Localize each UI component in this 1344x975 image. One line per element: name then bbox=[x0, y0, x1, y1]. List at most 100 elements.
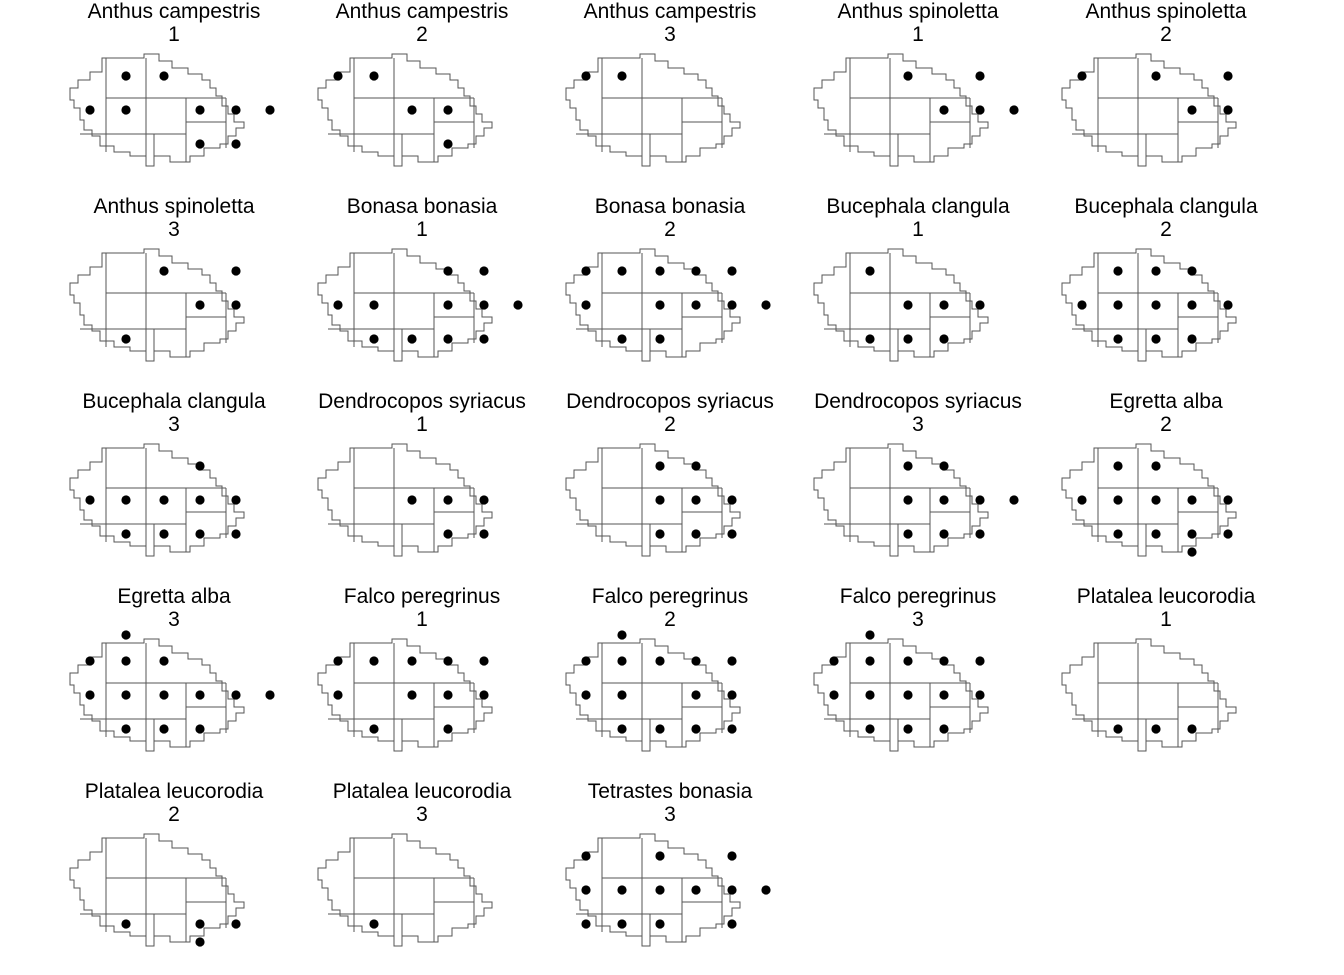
period-label: 2 bbox=[1160, 218, 1172, 241]
occurrence-dot bbox=[691, 690, 701, 700]
occurrence-dot bbox=[1151, 334, 1161, 344]
panel-title: Falco peregrinus 1 bbox=[298, 585, 546, 631]
occurrence-dot bbox=[231, 919, 241, 929]
country-outline bbox=[1061, 638, 1237, 752]
occurrence-dot bbox=[581, 266, 591, 276]
occurrence-dot bbox=[265, 690, 275, 700]
occurrence-dot bbox=[121, 105, 131, 115]
occurrence-dot bbox=[85, 656, 95, 666]
occurrence-dot bbox=[1009, 105, 1019, 115]
period-label: 3 bbox=[168, 413, 180, 436]
panel-title: Anthus spinoletta 2 bbox=[1042, 0, 1290, 46]
occurrence-dot bbox=[159, 495, 169, 505]
period-label: 1 bbox=[416, 218, 428, 241]
occurrence-dot bbox=[231, 495, 241, 505]
occurrence-dot bbox=[581, 300, 591, 310]
country-outline bbox=[317, 443, 493, 557]
country-outline bbox=[565, 638, 741, 752]
occurrence-dot bbox=[513, 300, 523, 310]
species-label: Anthus spinoletta bbox=[837, 0, 999, 23]
occurrence-dot bbox=[1223, 71, 1233, 81]
occurrence-dot bbox=[195, 300, 205, 310]
occurrence-dot bbox=[903, 334, 913, 344]
occurrence-dot bbox=[1151, 266, 1161, 276]
period-label: 3 bbox=[664, 803, 676, 826]
occurrence-dot bbox=[865, 656, 875, 666]
map-panel: Falco peregrinus 3 bbox=[794, 585, 1042, 780]
occurrence-dot bbox=[479, 495, 489, 505]
occurrence-dot bbox=[865, 724, 875, 734]
occurrence-dot bbox=[1113, 529, 1123, 539]
occurrence-dot bbox=[761, 300, 771, 310]
occurrence-dot bbox=[195, 139, 205, 149]
occurrence-dot bbox=[975, 300, 985, 310]
occurrence-dot bbox=[121, 71, 131, 81]
occurrence-dot bbox=[1187, 105, 1197, 115]
occurrence-dot bbox=[1151, 724, 1161, 734]
occurrence-dot bbox=[617, 334, 627, 344]
map-panel: Egretta alba 2 bbox=[1042, 390, 1290, 585]
period-label: 1 bbox=[168, 23, 180, 46]
panel-title: Platalea leucorodia 1 bbox=[1042, 585, 1290, 631]
period-label: 1 bbox=[912, 23, 924, 46]
occurrence-dot bbox=[1151, 300, 1161, 310]
occurrence-dot bbox=[443, 724, 453, 734]
occurrence-dot bbox=[121, 919, 131, 929]
occurrence-dot bbox=[121, 724, 131, 734]
occurrence-dot bbox=[903, 495, 913, 505]
occurrence-dot bbox=[617, 630, 627, 640]
occurrence-dot bbox=[581, 885, 591, 895]
country-outline bbox=[69, 638, 245, 752]
occurrence-dot bbox=[443, 690, 453, 700]
occurrence-dot bbox=[195, 690, 205, 700]
occurrence-dot bbox=[121, 656, 131, 666]
map-panel: Platalea leucorodia 1 bbox=[1042, 585, 1290, 780]
occurrence-dot bbox=[617, 885, 627, 895]
map-panel: Bucephala clangula 3 bbox=[50, 390, 298, 585]
occurrence-dot bbox=[407, 656, 417, 666]
occurrence-dot bbox=[407, 334, 417, 344]
period-label: 1 bbox=[912, 218, 924, 241]
country-map bbox=[565, 248, 771, 362]
species-label: Bucephala clangula bbox=[82, 390, 266, 413]
occurrence-dot bbox=[195, 105, 205, 115]
occurrence-dot bbox=[159, 724, 169, 734]
country-outline bbox=[813, 53, 989, 167]
period-label: 2 bbox=[664, 413, 676, 436]
occurrence-dot bbox=[617, 919, 627, 929]
occurrence-dot bbox=[655, 334, 665, 344]
period-label: 2 bbox=[664, 608, 676, 631]
occurrence-dot bbox=[1223, 300, 1233, 310]
occurrence-dot bbox=[1113, 334, 1123, 344]
occurrence-dot bbox=[655, 919, 665, 929]
occurrence-dot bbox=[443, 529, 453, 539]
country-outline bbox=[69, 53, 245, 167]
occurrence-dot bbox=[1113, 300, 1123, 310]
occurrence-dot bbox=[655, 851, 665, 861]
occurrence-dot bbox=[903, 529, 913, 539]
country-map bbox=[317, 248, 523, 362]
country-map bbox=[565, 443, 741, 557]
map-panel: Falco peregrinus 1 bbox=[298, 585, 546, 780]
occurrence-dot bbox=[975, 529, 985, 539]
country-map bbox=[1061, 638, 1237, 752]
map-panel: Anthus spinoletta 3 bbox=[50, 195, 298, 390]
occurrence-dot bbox=[655, 885, 665, 895]
country-map bbox=[1061, 443, 1237, 557]
occurrence-dot bbox=[865, 690, 875, 700]
panel-title: Egretta alba 2 bbox=[1042, 390, 1290, 436]
panel-title: Anthus spinoletta 3 bbox=[50, 195, 298, 241]
occurrence-dot bbox=[727, 495, 737, 505]
species-label: Falco peregrinus bbox=[591, 585, 749, 608]
occurrence-dot bbox=[369, 656, 379, 666]
occurrence-dot bbox=[159, 529, 169, 539]
occurrence-dot bbox=[581, 690, 591, 700]
occurrence-dot bbox=[727, 300, 737, 310]
country-outline bbox=[69, 833, 245, 947]
period-label: 3 bbox=[168, 608, 180, 631]
species-label: Platalea leucorodia bbox=[1076, 585, 1256, 608]
occurrence-dot bbox=[939, 105, 949, 115]
occurrence-dot bbox=[1151, 495, 1161, 505]
occurrence-dot bbox=[829, 656, 839, 666]
occurrence-dot bbox=[761, 885, 771, 895]
